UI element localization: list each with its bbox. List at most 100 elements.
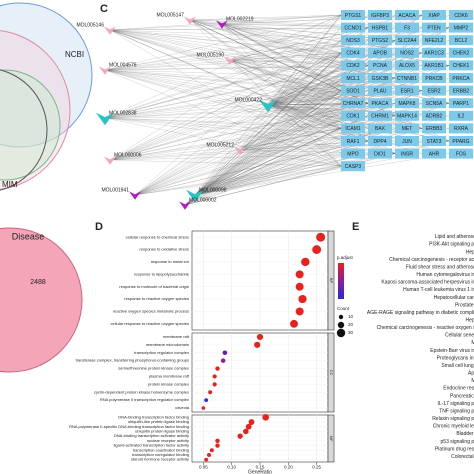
gene-node [449,10,473,20]
pathway-label: Lipid and atherosclerosis [435,234,474,240]
panel-label: C [100,3,108,15]
term-label: reactive oxygen species metabolic proces… [113,309,189,314]
gene-label: PTEN [427,25,441,31]
term-label: DNA-binding transcription activator acti… [114,433,189,438]
network-edge [109,27,450,161]
dot [215,438,220,444]
disease-circle [0,227,83,373]
term-label: ubiquitin protein ligase binding [135,429,189,434]
gene-node [449,35,473,46]
gene-node [422,60,446,71]
network-edge [194,65,342,196]
gene-node [422,148,446,159]
compound-node [234,146,246,155]
gene-node [449,123,473,134]
facet-strip [327,414,335,463]
gene-node [449,73,473,83]
network-edge [104,27,450,71]
network-edge [134,103,369,196]
term-label: cellular response to chemical stress [126,234,189,239]
network-edge [134,153,396,196]
pathway-label: Measles [471,378,474,384]
dot [212,374,217,379]
network-edge [267,27,342,106]
compound-label: MOL005212 [206,142,234,148]
gene-label: PTGS2 [372,38,389,44]
term-label: response to molecule of bacterial origin [119,284,189,289]
gene-label: IGFBP3 [371,13,389,19]
gene-label: NOS2 [400,51,414,57]
gene-node [449,85,473,96]
gene-label: F3 [404,25,410,31]
network-edge [267,65,450,106]
network-edge [194,14,369,196]
network-edge [184,90,342,206]
pathway-label: PI3K-Akt signaling pathway [429,242,474,248]
gene-label: CHEK1 [453,63,470,69]
network-edge [134,77,396,196]
gene-label: SCN5A [426,101,443,107]
legend-title: p.adjust [337,255,354,260]
gene-node [449,136,473,146]
term-label: transferase complex, transferring phosph… [76,358,189,363]
gene-node [449,110,473,121]
gene-node [341,60,365,71]
pathway-label: Human T-cell leukemia virus 1 infection [403,287,474,293]
network-edge [229,27,369,61]
gene-node [341,98,365,109]
facet-label: MF [329,436,334,442]
gene-node [341,110,365,121]
network-edge [189,19,369,66]
gene-label: CHRNA7 [343,101,364,107]
gene-label: FOS [456,151,467,157]
gene-node [422,123,446,134]
compound-node [96,112,114,126]
facet-strip [327,332,335,413]
pathway-label: Prostate cancer [455,302,474,308]
gene-node [341,161,365,172]
network-edge [109,140,450,161]
compound-label: MOL000006 [114,152,142,158]
network-edge [104,117,342,167]
dot [298,294,307,304]
gene-node [341,148,365,159]
disease-title: Disease [12,231,45,241]
size-key-label: 10 [348,314,354,319]
network-edge [184,90,423,206]
gene-node [395,110,419,121]
gene-node [449,98,473,109]
term-label: response to oxidative stress [139,247,189,252]
gene-node [395,85,419,96]
gene-node [422,136,446,146]
network-edge [184,103,369,206]
network-edge [104,27,369,119]
term-label: caveola [175,405,190,410]
term-label: response to metal ion [151,259,189,264]
pathway-label: Hepatitis C [466,318,474,324]
pathway-label: Endocrine resistance [443,386,474,392]
network-edge [109,29,450,142]
network-edge [184,128,342,206]
gene-label: XIAP [428,13,440,19]
panel-label: E [352,221,359,233]
pathway-label: Proteoglycans in cancer [437,355,474,361]
network-edge [194,52,369,196]
term-label: ligand-activated transcription factor ac… [114,443,189,448]
dot [201,406,206,410]
dot [209,448,214,453]
network-edge [229,59,396,116]
network-edge [104,52,342,71]
gene-node [449,60,473,71]
gene-label: ERBB3 [426,126,443,132]
network-edge [104,65,369,71]
compound-node [184,16,196,25]
x-tick-label: 0.25 [312,465,321,470]
gene-label: RAF1 [347,139,360,145]
network-edge [184,166,342,206]
compound-label: MOL005146 [76,22,104,28]
network-edge [194,65,369,196]
dot [316,232,326,242]
gene-node [422,10,446,20]
network-edge [189,19,369,142]
network-edge [109,52,342,161]
